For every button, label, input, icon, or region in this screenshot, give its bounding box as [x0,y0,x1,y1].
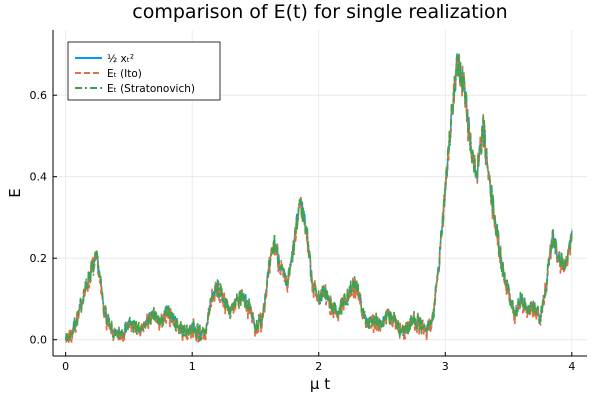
y-tick-label: 0.2 [30,252,48,265]
legend-box [67,41,221,101]
x-tick-label: 2 [315,360,322,373]
x-tick-label: 1 [189,360,196,373]
series-line-3 [64,54,573,342]
legend-label-2: Eₜ (Ito) [107,68,142,80]
x-axis-label: μ t [310,375,330,393]
chart-title: comparison of E(t) for single realizatio… [132,1,507,23]
legend: ½ xₜ² Eₜ (Ito) Eₜ (Stratonovich) [67,41,221,101]
y-tick-label: 0.0 [30,334,48,347]
legend-label-3: Eₜ (Stratonovich) [107,83,195,95]
y-axis-label: E [6,188,24,197]
x-tick-label: 4 [568,360,575,373]
axes [52,30,587,357]
y-tick-label: 0.4 [30,171,48,184]
x-tick-label: 0 [62,360,69,373]
x-tick-label: 3 [442,360,449,373]
ticks: 0 1 2 3 4 0.0 0.2 0.4 0.6 [30,89,576,373]
y-tick-label: 0.6 [30,89,48,102]
legend-label-1: ½ xₜ² [107,53,134,65]
series-layer [64,53,573,344]
